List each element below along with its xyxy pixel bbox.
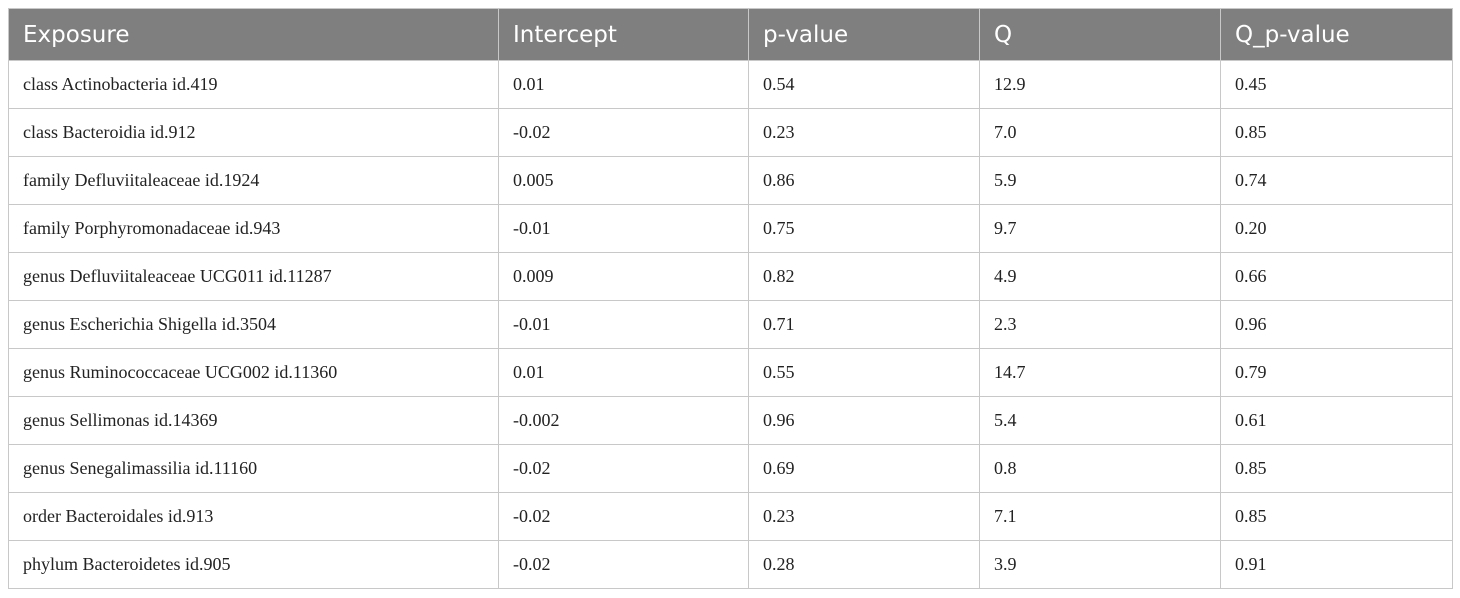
header-cell: Q_p-value [1220, 8, 1453, 61]
table-cell: 14.7 [979, 348, 1221, 397]
header-row: Exposure Intercept p-value Q Q_p-value [8, 8, 1453, 61]
table-cell: 9.7 [979, 204, 1221, 253]
table-cell: 0.45 [1220, 60, 1453, 109]
table-cell: 0.86 [748, 156, 980, 205]
table-cell: 0.96 [1220, 300, 1453, 349]
table-cell: -0.01 [498, 204, 749, 253]
table-cell: 0.01 [498, 60, 749, 109]
table-cell: family Porphyromonadaceae id.943 [8, 204, 499, 253]
header-cell: Q [979, 8, 1221, 61]
table-cell: -0.02 [498, 492, 749, 541]
header-cell: p-value [748, 8, 980, 61]
table-cell: genus Escherichia Shigella id.3504 [8, 300, 499, 349]
table-cell: 5.4 [979, 396, 1221, 445]
table-cell: -0.01 [498, 300, 749, 349]
table-row: family Defluviitaleaceae id.1924 0.005 0.8… [8, 156, 1453, 205]
table-cell: 0.23 [748, 108, 980, 157]
table-cell: class Actinobacteria id.419 [8, 60, 499, 109]
table-row: class Actinobacteria id.419 0.01 0.54 12.9 0… [8, 60, 1453, 109]
table-cell: genus Defluviitaleaceae UCG011 id.11287 [8, 252, 499, 301]
table-row: family Porphyromonadaceae id.943 -0.01 0.7… [8, 204, 1453, 253]
header-cell: Exposure [8, 8, 499, 61]
table-cell: genus Senegalimassilia id.11160 [8, 444, 499, 493]
table-cell: -0.02 [498, 540, 749, 589]
table-cell: family Defluviitaleaceae id.1924 [8, 156, 499, 205]
table-cell: genus Ruminococcaceae UCG002 id.11360 [8, 348, 499, 397]
table-cell: 0.8 [979, 444, 1221, 493]
table-cell: 0.85 [1220, 444, 1453, 493]
table-cell: 7.0 [979, 108, 1221, 157]
table-cell: 0.75 [748, 204, 980, 253]
table-cell: 3.9 [979, 540, 1221, 589]
table-cell: 12.9 [979, 60, 1221, 109]
table-row: genus Ruminococcaceae UCG002 id.11360 0.0… [8, 348, 1453, 397]
table-cell: 0.55 [748, 348, 980, 397]
table-cell: 0.74 [1220, 156, 1453, 205]
table-row: phylum Bacteroidetes id.905 -0.02 0.28 3.9 0… [8, 540, 1453, 589]
table-cell: 0.61 [1220, 396, 1453, 445]
table-cell: 0.85 [1220, 492, 1453, 541]
table-cell: -0.002 [498, 396, 749, 445]
table-cell: phylum Bacteroidetes id.905 [8, 540, 499, 589]
header-cell: Intercept [498, 8, 749, 61]
table-cell: 0.54 [748, 60, 980, 109]
table-row: genus Senegalimassilia id.11160 -0.02 0.69… [8, 444, 1453, 493]
table-cell: 7.1 [979, 492, 1221, 541]
table-cell: 5.9 [979, 156, 1221, 205]
table-row: genus Sellimonas id.14369 -0.002 0.96 5.4 0.… [8, 396, 1453, 445]
table-cell: 0.66 [1220, 252, 1453, 301]
table-cell: 0.79 [1220, 348, 1453, 397]
data-table: Exposure Intercept p-value Q Q_p-value class… [8, 8, 1453, 589]
table-cell: 0.28 [748, 540, 980, 589]
table-cell: 0.96 [748, 396, 980, 445]
table-row: genus Escherichia Shigella id.3504 -0.01 0… [8, 300, 1453, 349]
table-cell: 0.69 [748, 444, 980, 493]
table-cell: class Bacteroidia id.912 [8, 108, 499, 157]
table-row: class Bacteroidia id.912 -0.02 0.23 7.0 0.85 [8, 108, 1453, 157]
table-cell: 0.005 [498, 156, 749, 205]
table-cell: 0.91 [1220, 540, 1453, 589]
table-cell: 4.9 [979, 252, 1221, 301]
table-row: genus Defluviitaleaceae UCG011 id.11287 0… [8, 252, 1453, 301]
table-cell: 0.85 [1220, 108, 1453, 157]
table-cell: 0.20 [1220, 204, 1453, 253]
table-cell: 0.71 [748, 300, 980, 349]
table-cell: -0.02 [498, 444, 749, 493]
table-cell: 0.009 [498, 252, 749, 301]
table-cell: 2.3 [979, 300, 1221, 349]
table-cell: 0.23 [748, 492, 980, 541]
table-cell: -0.02 [498, 108, 749, 157]
table-cell: 0.82 [748, 252, 980, 301]
table-row: order Bacteroidales id.913 -0.02 0.23 7.1 0.… [8, 492, 1453, 541]
table-cell: 0.01 [498, 348, 749, 397]
table-cell: order Bacteroidales id.913 [8, 492, 499, 541]
table-body: class Actinobacteria id.419 0.01 0.54 12.9 0… [8, 60, 1453, 589]
table-cell: genus Sellimonas id.14369 [8, 396, 499, 445]
